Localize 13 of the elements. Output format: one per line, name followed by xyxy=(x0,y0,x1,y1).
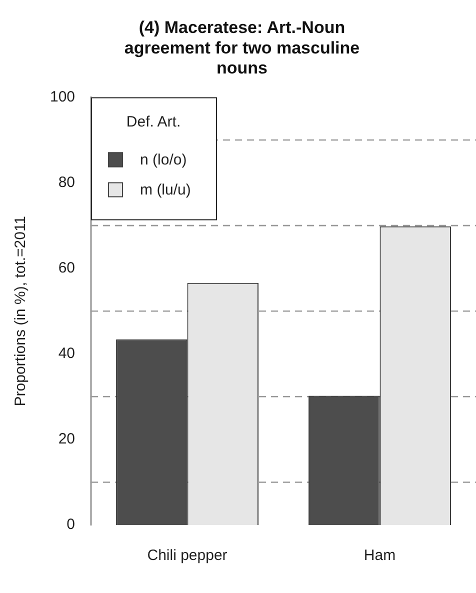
legend-label: n (lo/o) xyxy=(140,151,187,168)
x-tick-label: Ham xyxy=(364,547,396,564)
x-tick-label: Chili pepper xyxy=(147,547,228,564)
y-tick-label: 20 xyxy=(58,430,76,448)
y-tick-label: 0 xyxy=(66,516,76,534)
y-tick-label: 60 xyxy=(58,259,76,276)
y-tick-label: 80 xyxy=(58,174,76,191)
y-tick-label: 100 xyxy=(50,88,76,106)
chart-title: (4) Maceratese: Art.-Noun agreement for two masculine nouns xyxy=(124,18,360,78)
y-tick-label: 40 xyxy=(58,345,76,362)
y-axis-title: Proportions (in %), tot.=2011 xyxy=(12,216,30,406)
legend-label: m (lu/u) xyxy=(140,181,191,198)
legend-title: Def. Art. xyxy=(126,113,181,130)
